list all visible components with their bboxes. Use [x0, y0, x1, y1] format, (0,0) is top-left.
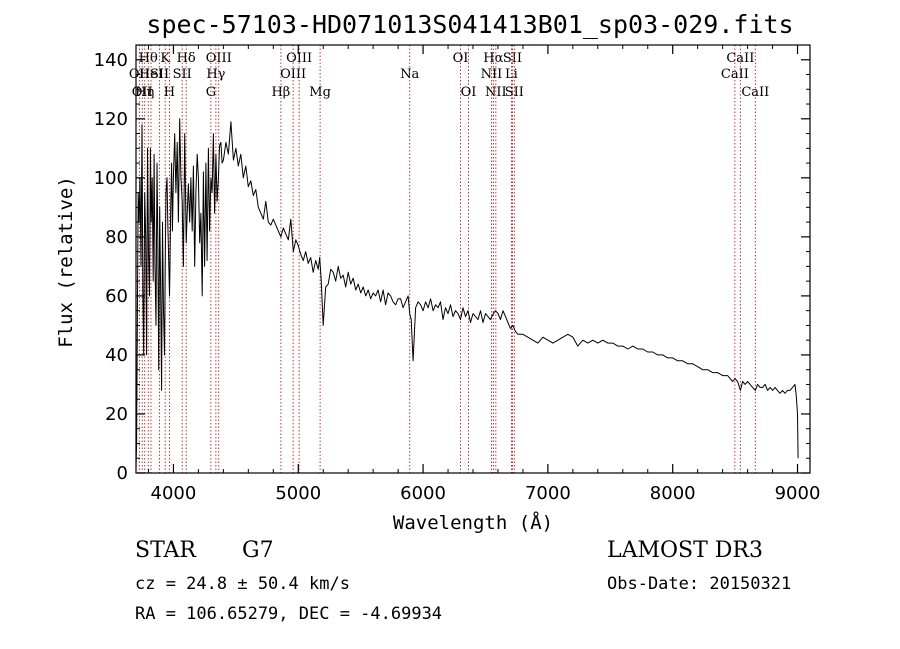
x-tick-label: 9000 — [775, 483, 821, 504]
y-tick-label: 0 — [117, 463, 128, 484]
line-label: NII — [481, 67, 503, 82]
spectrum-series — [135, 118, 799, 468]
x-tick-label: 4000 — [151, 483, 197, 504]
axes: 4000 5000 6000 7000 8000 9000 0 20 40 60 80 100 120 1… — [94, 45, 821, 504]
y-tick-label: 60 — [105, 286, 128, 307]
line-label: Hθ — [139, 51, 158, 66]
line-label: Hα — [483, 51, 503, 66]
redshift-readout: cz = 24.8 ± 50.4 km/s — [135, 574, 350, 594]
y-tick-label: 140 — [94, 50, 128, 71]
line-label: Na — [400, 67, 419, 82]
chart-title: spec-57103-HD071013S041413B01_sp03-029.f… — [146, 10, 793, 39]
line-label: Li — [505, 67, 518, 82]
line-label: OI — [453, 51, 469, 66]
x-tick-label: 6000 — [400, 483, 446, 504]
y-tick-label: 40 — [105, 345, 128, 366]
coordinates: RA = 106.65279, DEC = -4.69934 — [135, 604, 443, 624]
y-tick-label: 80 — [105, 227, 128, 248]
object-subclass: G7 — [242, 538, 274, 563]
line-label: Hη — [135, 85, 154, 100]
line-label: OIII — [280, 67, 306, 82]
line-label: Mg — [309, 85, 331, 100]
line-label: CaII — [721, 67, 749, 82]
line-label: SII — [173, 67, 192, 82]
x-tick-label: 5000 — [275, 483, 321, 504]
obs-date: Obs-Date: 20150321 — [607, 574, 792, 594]
y-axis-label: Flux (relative) — [55, 176, 77, 348]
x-tick-label: 7000 — [525, 483, 571, 504]
line-label: Hγ — [206, 67, 225, 82]
line-label: K — [160, 51, 170, 66]
line-label: OIII — [286, 51, 312, 66]
emission-line-markers: OIIOIIHηHθHeISIIKHHδSIIGHγOIIIHβOIIIOIII… — [129, 45, 769, 473]
object-class: STAR — [135, 538, 196, 563]
y-tick-label: 100 — [94, 168, 128, 189]
line-label: OI — [461, 85, 477, 100]
line-label: HeI — [139, 67, 163, 82]
line-label: SII — [503, 51, 522, 66]
line-label: H — [164, 85, 175, 100]
line-label: NII — [485, 85, 507, 100]
line-label: Hβ — [271, 85, 290, 100]
line-label: CaII — [741, 85, 769, 100]
line-label: OIII — [206, 51, 232, 66]
x-tick-label: 8000 — [650, 483, 696, 504]
survey-name: LAMOST DR3 — [607, 538, 763, 563]
y-tick-label: 120 — [94, 109, 128, 130]
line-label: OII — [132, 85, 153, 100]
line-label: SII — [505, 85, 524, 100]
line-label: CaII — [726, 51, 754, 66]
x-axis-label: Wavelength (Å) — [393, 511, 553, 534]
y-tick-label: 20 — [105, 404, 128, 425]
line-label: Hδ — [177, 51, 196, 66]
line-label: SII — [150, 67, 169, 82]
series-line-flux — [135, 118, 799, 468]
plot-frame — [135, 44, 811, 474]
line-label: G — [206, 85, 216, 100]
